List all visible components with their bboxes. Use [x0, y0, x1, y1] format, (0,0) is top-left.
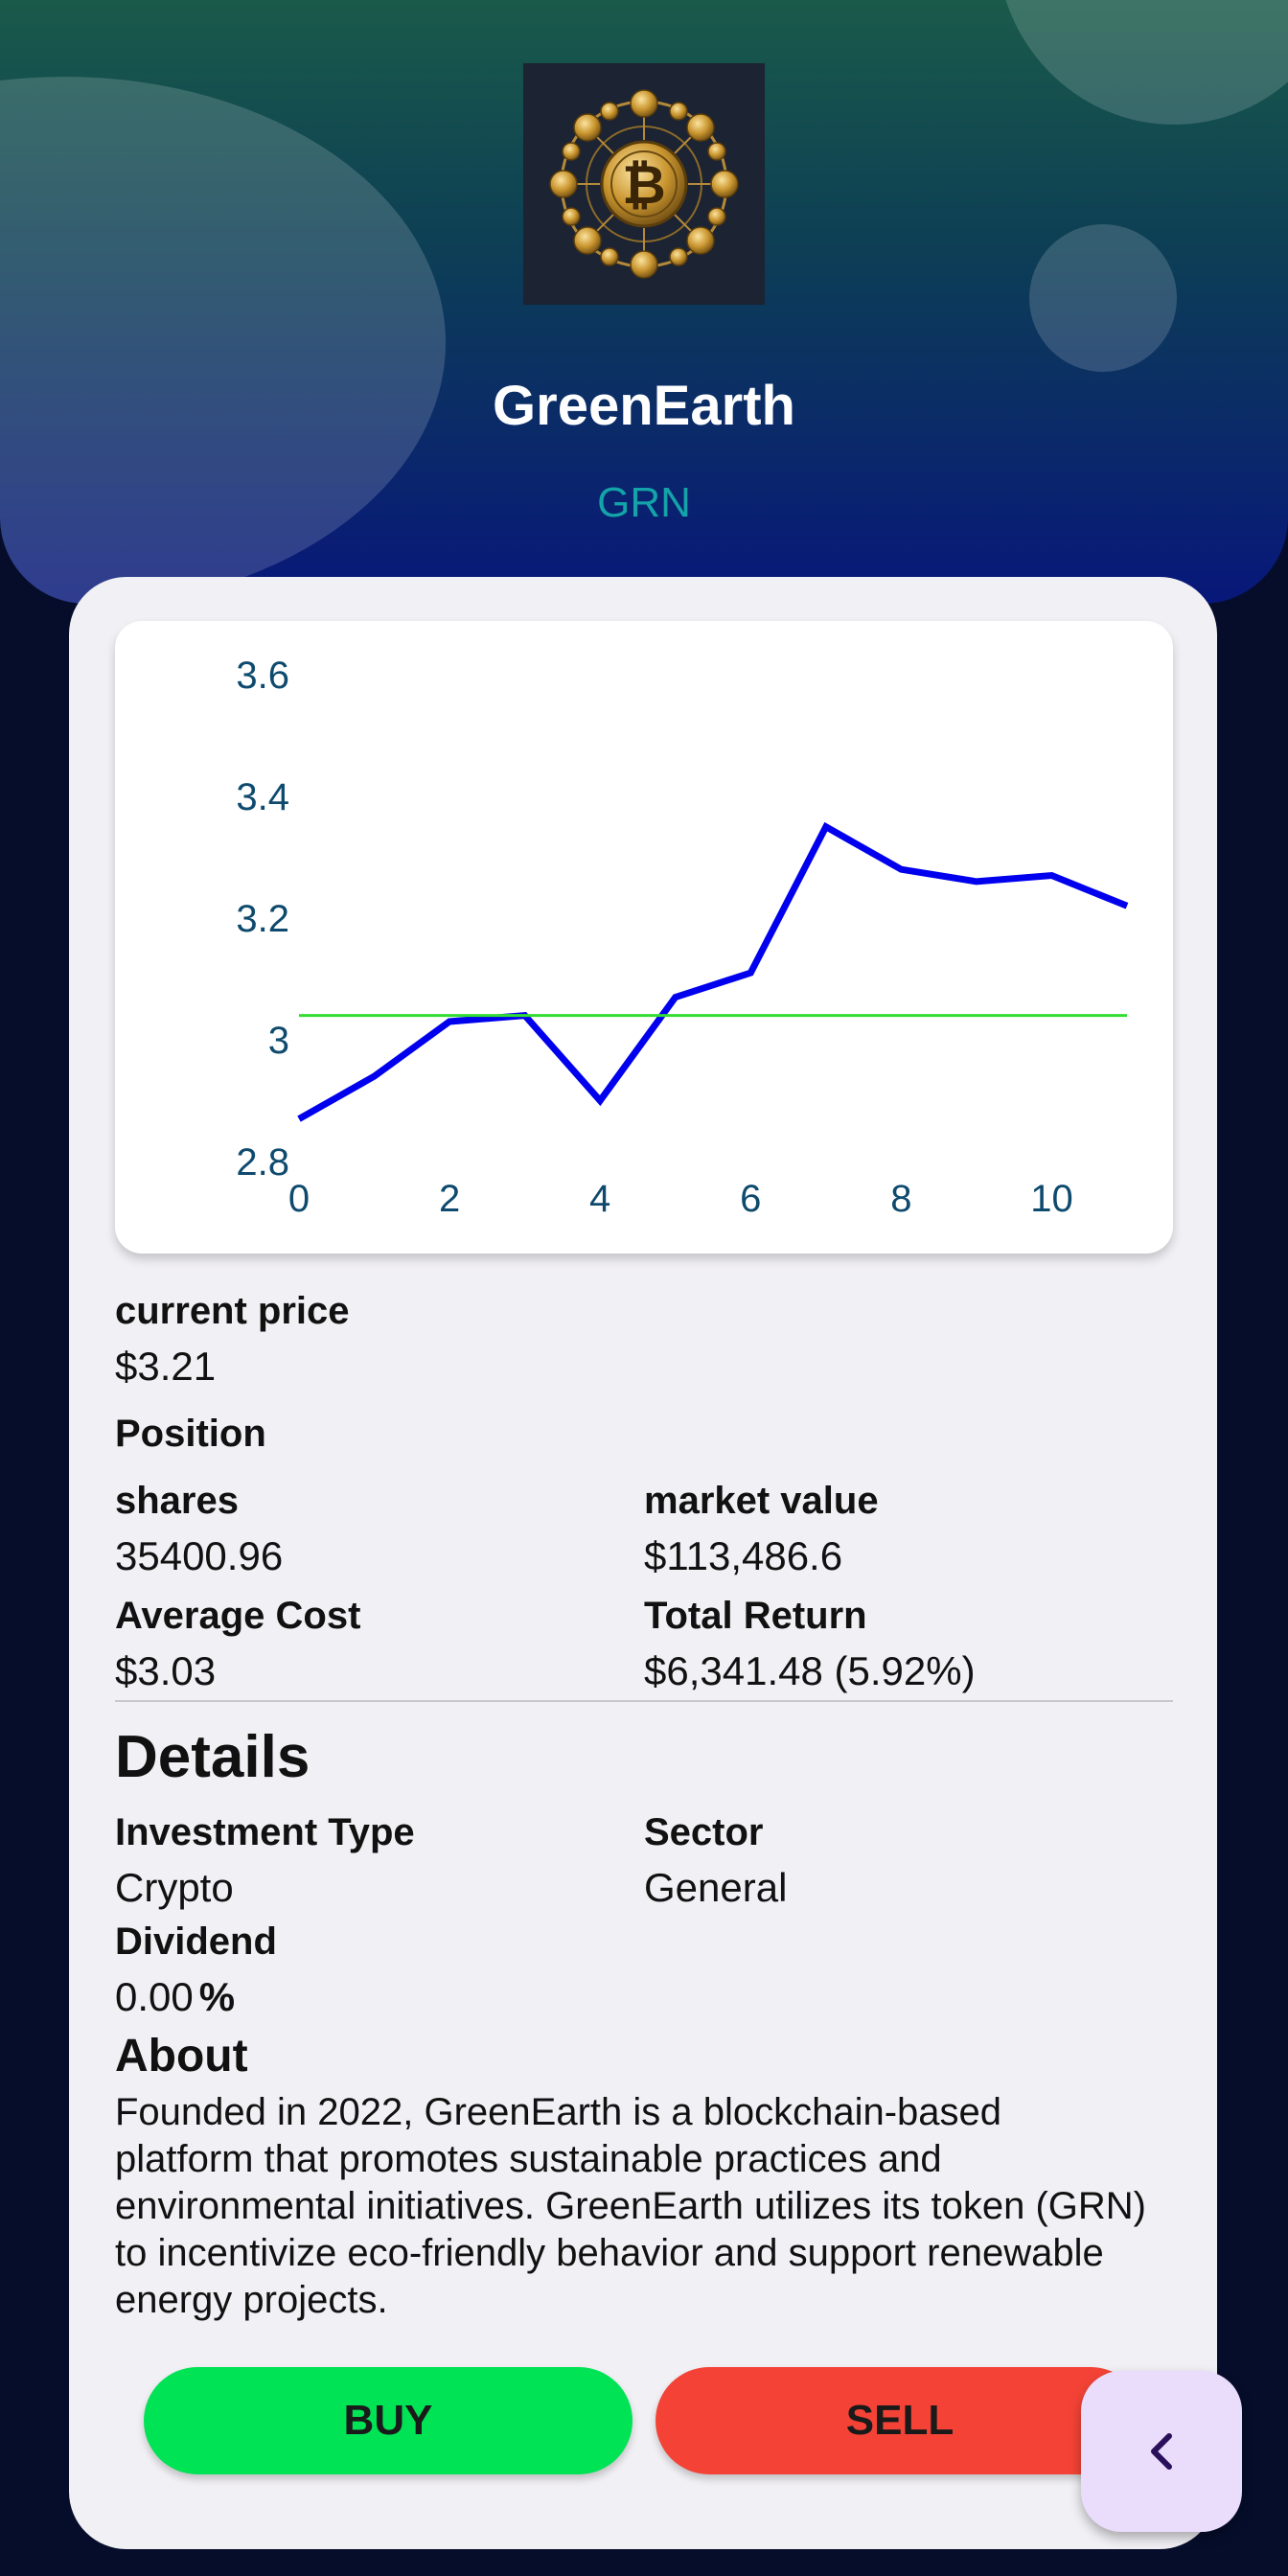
decorative-bubble	[997, 0, 1288, 125]
bitcoin-network-logo-icon: ₿	[523, 63, 765, 305]
sector-label: Sector	[644, 1811, 764, 1853]
section-divider	[115, 1700, 1173, 1702]
x-tick-label: 4	[589, 1178, 610, 1220]
current-price-label: current price	[115, 1290, 350, 1332]
sell-button[interactable]: SELL	[656, 2367, 1144, 2474]
position-heading: Position	[115, 1413, 266, 1455]
asset-logo: ₿	[523, 63, 765, 305]
x-tick-label: 6	[740, 1178, 761, 1220]
y-tick-label: 3.4	[236, 776, 289, 818]
chevron-left-icon	[1151, 2433, 1172, 2470]
price-series-line	[297, 821, 1129, 1122]
investment-type-value: Crypto	[115, 1865, 234, 1910]
asset-header: ₿ GreenEarth GRN	[0, 0, 1288, 604]
average-cost-label: Average Cost	[115, 1595, 361, 1637]
total-return-label: Total Return	[644, 1595, 867, 1637]
x-tick-label: 10	[1030, 1178, 1073, 1220]
asset-name: GreenEarth	[493, 375, 795, 437]
buy-button[interactable]: BUY	[144, 2367, 632, 2474]
price-chart-card: 2.8 3 3.2 3.4 3.6 0 2 4 6 8 10	[115, 621, 1173, 1254]
shares-value: 35400.96	[115, 1533, 284, 1578]
shares-label: shares	[115, 1480, 239, 1522]
investment-type-label: Investment Type	[115, 1811, 415, 1853]
about-heading: About	[115, 2031, 248, 2082]
market-value-label: market value	[644, 1480, 879, 1522]
x-tick-label: 0	[288, 1178, 310, 1220]
y-tick-label: 3	[268, 1020, 289, 1062]
average-cost-value: $3.03	[115, 1648, 217, 1693]
decorative-bubble	[1029, 224, 1177, 372]
asset-ticker: GRN	[597, 479, 691, 526]
x-tick-label: 8	[890, 1178, 911, 1220]
dividend-percent-unit: %	[198, 1974, 236, 2019]
svg-text:₿: ₿	[622, 154, 666, 217]
market-value: $113,486.6	[644, 1533, 843, 1578]
dividend-amount: 0.00	[115, 1974, 194, 2019]
y-tick-label: 2.8	[236, 1141, 289, 1184]
back-button[interactable]	[1081, 2371, 1242, 2532]
dividend-label: Dividend	[115, 1920, 277, 1963]
x-tick-label: 2	[439, 1178, 460, 1220]
sector-value: General	[644, 1865, 788, 1910]
total-return-value: $6,341.48 (5.92%)	[644, 1648, 976, 1693]
details-heading: Details	[115, 1724, 310, 1790]
about-description: Founded in 2022, GreenEarth is a blockch…	[115, 2091, 1146, 2321]
y-tick-label: 3.6	[236, 655, 289, 697]
y-tick-label: 3.2	[236, 898, 289, 940]
price-chart: 2.8 3 3.2 3.4 3.6 0 2 4 6 8 10	[236, 655, 1129, 1220]
dividend-value: 0.00%	[115, 1974, 235, 2020]
current-price-value: $3.21	[115, 1344, 217, 1389]
